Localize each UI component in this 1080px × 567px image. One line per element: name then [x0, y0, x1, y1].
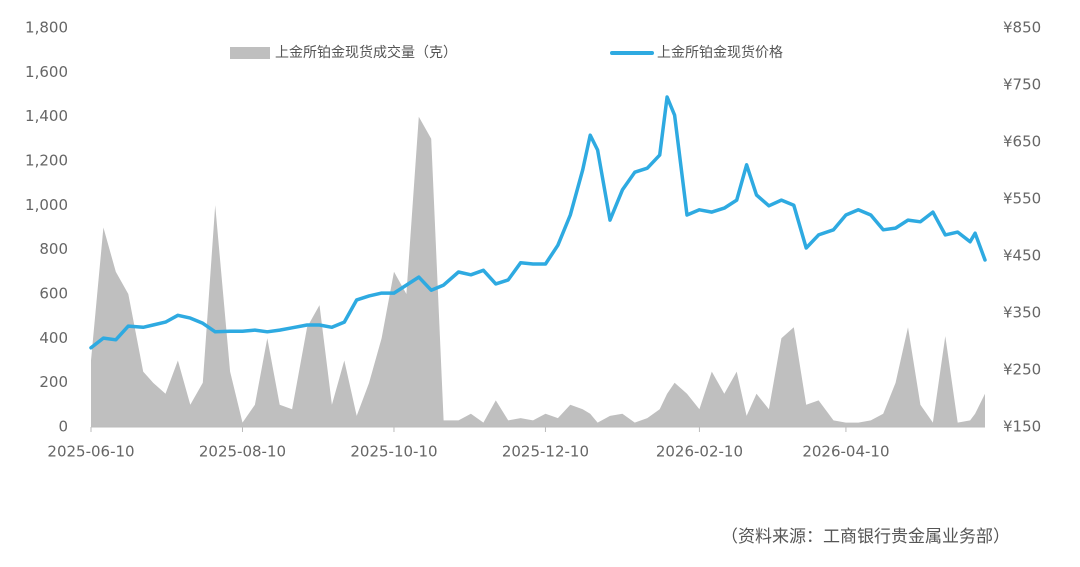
y-tick-label: 800 [39, 240, 68, 258]
x-tick-label: 2026-02-10 [656, 443, 743, 461]
y2-tick-label: ¥450 [1003, 247, 1041, 265]
y2-tick-label: ¥350 [1003, 304, 1041, 322]
legend-swatch [230, 47, 270, 59]
y2-tick-label: ¥750 [1003, 76, 1041, 94]
x-tick-label: 2025-08-10 [199, 443, 286, 461]
y-tick-label: 1,600 [25, 63, 68, 81]
volume-area [91, 116, 985, 427]
y-tick-label: 1,400 [25, 107, 68, 125]
y-tick-label: 600 [39, 285, 68, 303]
x-tick-label: 2025-10-10 [350, 443, 437, 461]
source-note: （资料来源：工商银行贵金属业务部） [721, 527, 1010, 547]
y-tick-label: 1,800 [25, 19, 68, 37]
legend-label: 上金所铂金现货价格 [657, 44, 783, 61]
price-line [89, 95, 987, 350]
y-tick-label: 0 [58, 418, 68, 436]
y2-tick-label: ¥550 [1003, 190, 1041, 208]
x-tick-label: 2025-12-10 [502, 443, 589, 461]
y2-tick-label: ¥250 [1003, 361, 1041, 379]
y-tick-label: 1,200 [25, 152, 68, 170]
legend-label: 上金所铂金现货成交量（克） [275, 44, 457, 61]
y-tick-label: 400 [39, 329, 68, 347]
x-tick-label: 2025-06-10 [47, 443, 134, 461]
y2-tick-label: ¥650 [1003, 133, 1041, 151]
y-tick-label: 200 [39, 373, 68, 391]
y2-tick-label: ¥150 [1003, 418, 1041, 436]
y-tick-label: 1,000 [25, 196, 68, 214]
y2-tick-label: ¥850 [1003, 19, 1041, 37]
x-tick-label: 2026-04-10 [802, 443, 889, 461]
